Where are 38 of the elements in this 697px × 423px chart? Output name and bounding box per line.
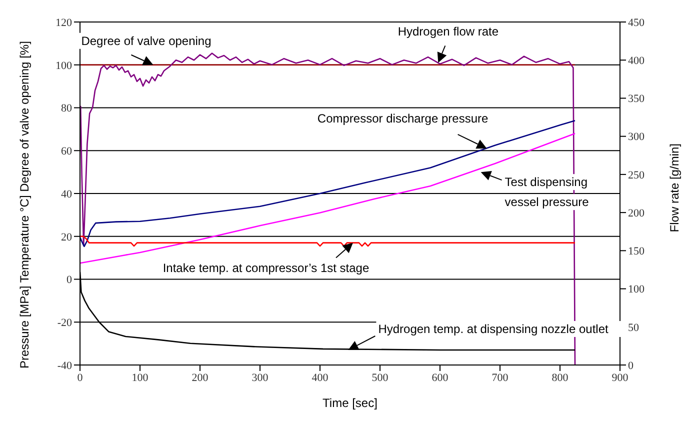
annotation: Compressor discharge pressure [317,111,488,126]
y2-tick-label: 350 [628,93,645,106]
y-tick-label: 80 [61,102,72,115]
y-tick-label: 100 [56,60,72,72]
y2-tick-label: 400 [628,55,645,68]
x-tick-label: 0 [77,372,84,384]
x-tick-label: 300 [252,372,269,384]
x-tick-label: 800 [552,372,569,384]
y-tick-label: 20 [61,231,72,244]
y2-tick-label: 50 [628,322,640,334]
y2-tick-label: 300 [628,131,645,144]
y2-tick-label: 0 [628,360,634,372]
x-axis-title: Time [sec] [322,396,378,410]
annotation: Hydrogen flow rate [398,24,499,39]
y-tick-label: 60 [61,146,72,158]
x-tick-label: 200 [192,372,209,384]
y-tick-label: 40 [61,188,72,200]
y-tick-label: 0 [66,274,72,286]
x-tick-label: 600 [432,372,449,384]
y2-axis-title: Flow rate [g/min] [667,144,682,232]
y2-tick-label: 450 [628,16,645,29]
x-tick-label: 400 [312,372,329,384]
x-tick-label: 100 [132,372,149,384]
annotation: Hydrogen temp. at dispensing nozzle outlet [378,322,610,336]
x-tick-label: 900 [612,372,629,384]
y2-tick-label: 200 [628,207,645,220]
y2-tick-label: 100 [628,284,645,296]
y-axis-title: Pressure [MPa] Temperature °C] Degree of valve opening [%] [17,41,32,368]
y-tick-label: 120 [56,16,72,29]
annotation: Intake temp. at compressor’s 1st stage [162,260,370,275]
y2-tick-label: 150 [628,246,645,258]
x-tick-label: 700 [492,372,509,384]
x-tick-label: 500 [372,372,389,384]
y-tick-label: -40 [57,360,72,372]
y-tick-label: -20 [57,317,72,330]
annotation: Degree of valve opening [81,34,212,48]
annotation: Test dispensing vessel pressure [504,175,590,210]
y2-tick-label: 250 [628,169,645,182]
